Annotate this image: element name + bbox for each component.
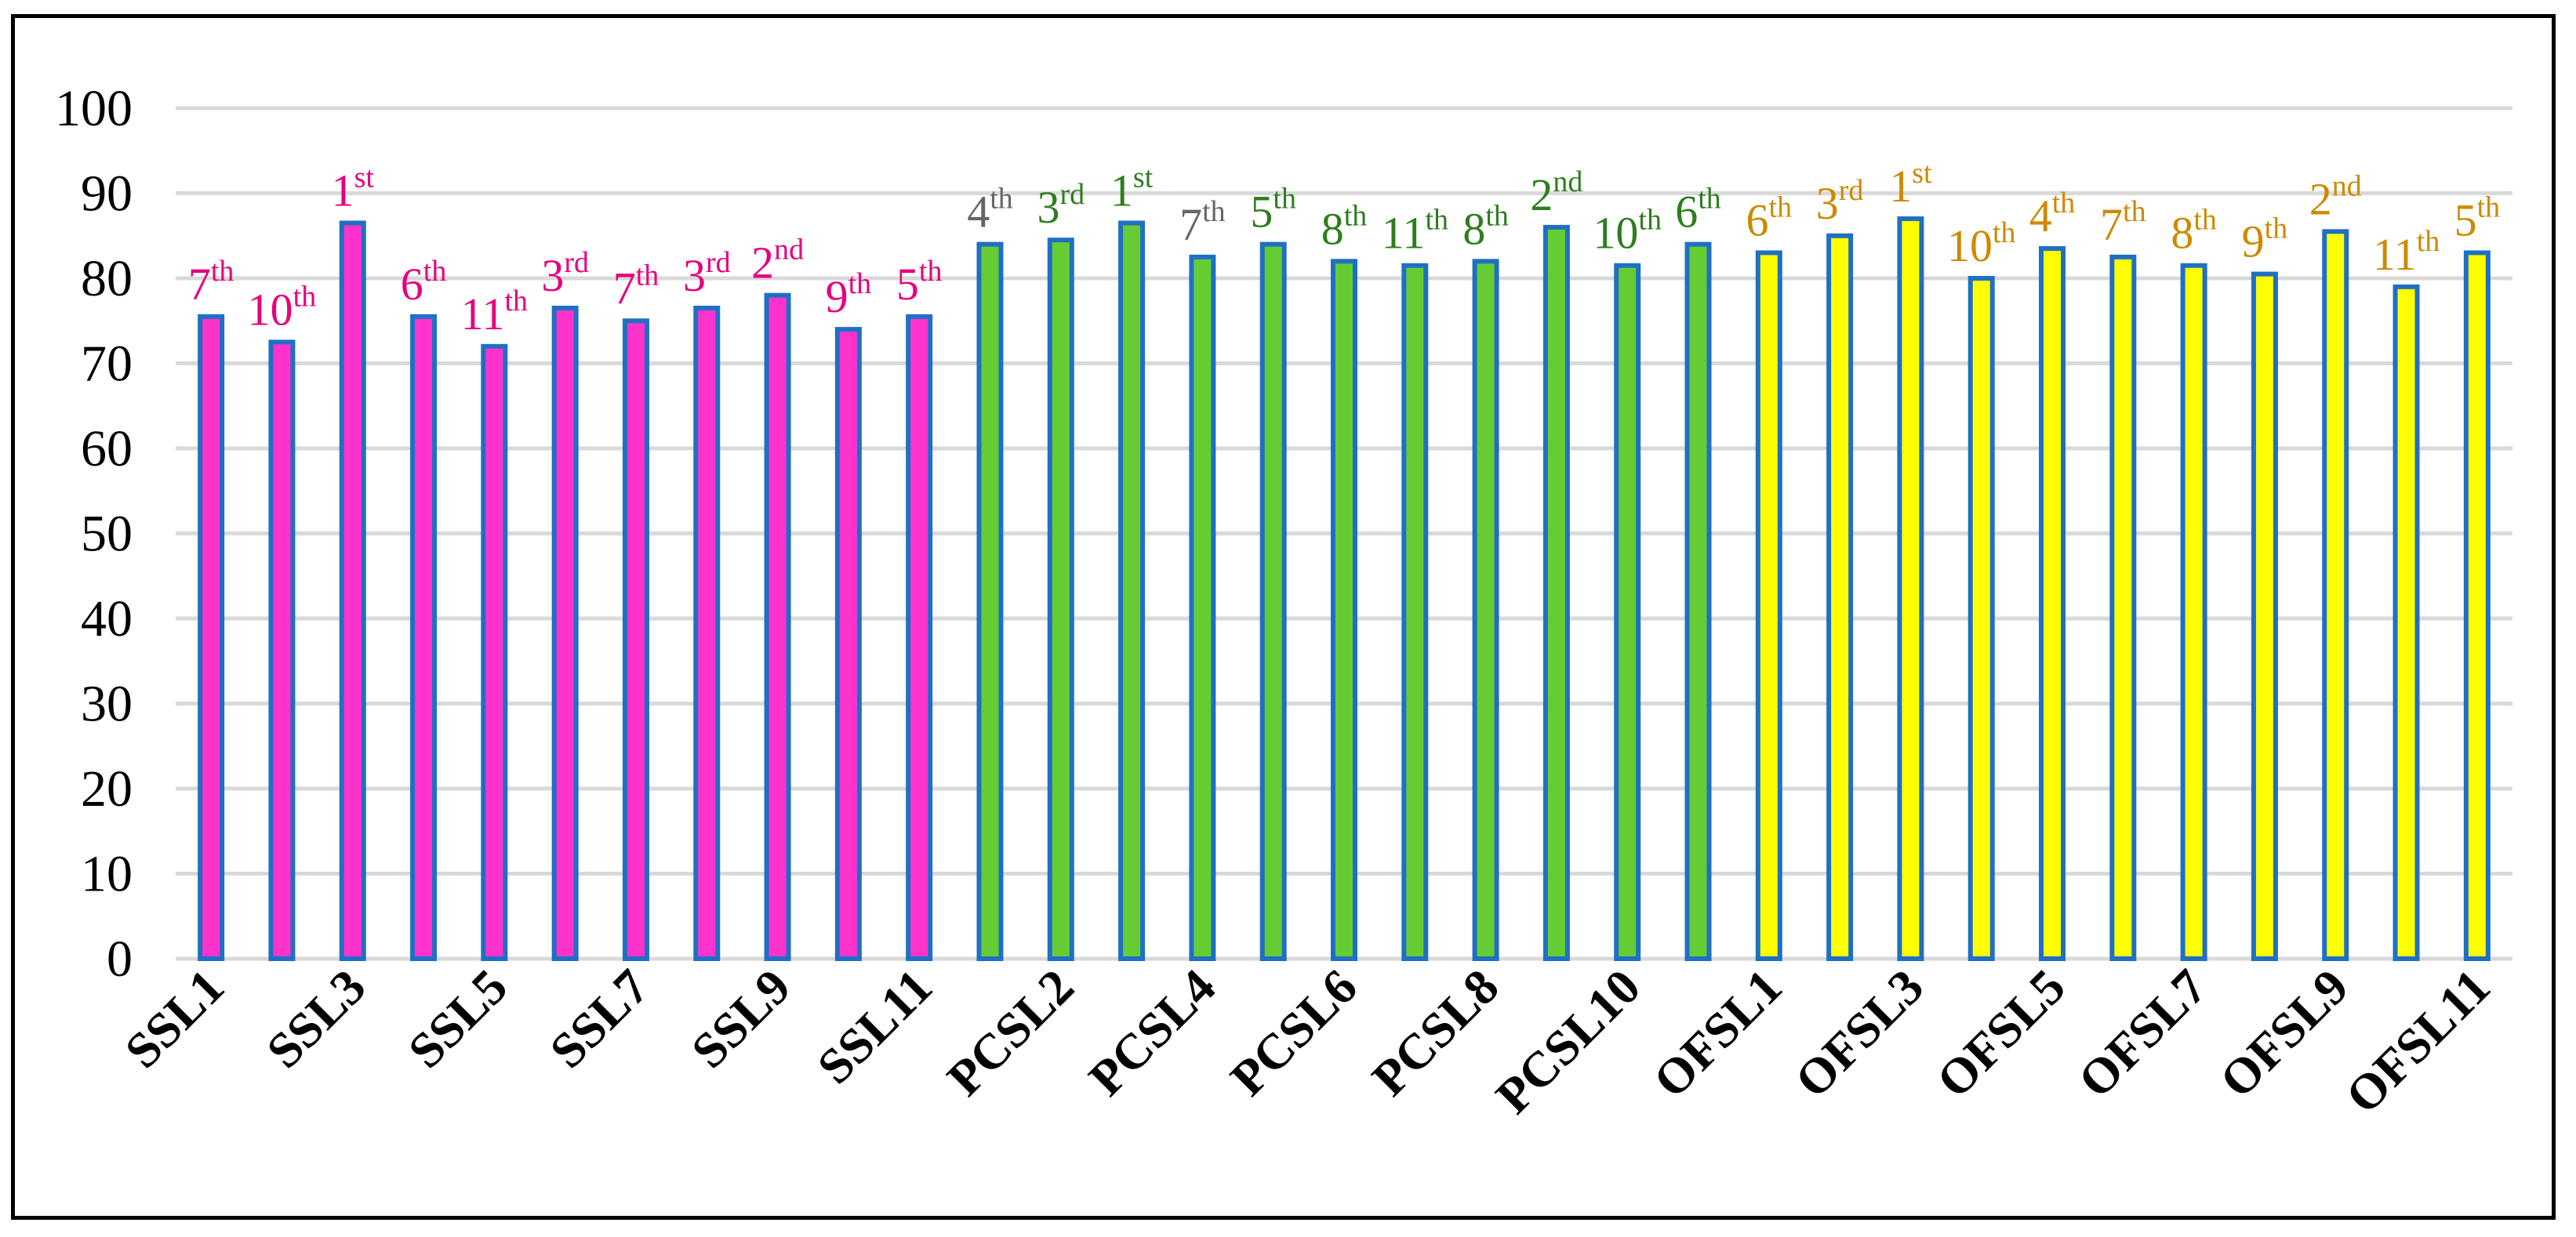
- bar-ofsl9: [2322, 229, 2349, 961]
- x-tick-label: PCSL2: [936, 959, 1085, 1107]
- bar-pcsl1: [976, 241, 1004, 962]
- bars: [198, 216, 2491, 962]
- rank-label-ofsl8: 9th: [2242, 212, 2288, 267]
- bar-chart: 0 10 20 30 40 50 60 70 80 90 100 7th 10th 1st 6th 11th…: [55, 80, 2512, 1124]
- bar-pcsl10: [1614, 263, 1641, 962]
- y-tick-label: 60: [81, 420, 133, 477]
- rank-label-ofsl5: 4th: [2029, 187, 2076, 241]
- bar-ssl3: [339, 220, 366, 962]
- rank-label-pcsl9: 2nd: [1530, 165, 1582, 220]
- bar-ssl5: [481, 343, 508, 961]
- bar-pcsl2: [1047, 238, 1074, 961]
- x-tick-label: OFSL5: [1926, 959, 2076, 1108]
- bar-ofsl11: [2463, 250, 2491, 961]
- bar-ssl7: [622, 318, 649, 961]
- x-tick-label: OFSL7: [2068, 959, 2218, 1108]
- rank-label-pcsl3: 1st: [1110, 161, 1154, 216]
- bar-ofsl5: [2039, 246, 2066, 961]
- rank-label-ofsl7: 8th: [2171, 204, 2217, 259]
- y-tick-label: 80: [81, 250, 133, 307]
- rank-label-ofsl9: 2nd: [2309, 169, 2362, 224]
- bar-ssl1: [198, 314, 225, 961]
- y-tick-label: 0: [107, 930, 133, 988]
- bar-ofsl6: [2109, 254, 2137, 961]
- bar-pcsl6: [1331, 259, 1357, 961]
- rank-label-ssl7: 7th: [613, 259, 659, 314]
- rank-label-ofsl2: 3rd: [1816, 174, 1864, 229]
- y-tick-label: 100: [55, 80, 133, 137]
- rank-label-pcsl8: 8th: [1462, 199, 1509, 254]
- bar-ofsl4: [1967, 276, 1995, 961]
- bar-ofsl8: [2251, 271, 2278, 961]
- bar-ssl6: [551, 305, 579, 962]
- rank-label-ofsl11: 5th: [2454, 190, 2501, 245]
- bar-pcsl3: [1118, 220, 1146, 962]
- rank-label-pcsl1: 4th: [967, 183, 1013, 238]
- bar-ssl9: [764, 292, 791, 961]
- bar-pcsl8: [1472, 259, 1499, 961]
- rank-label-ssl9: 2nd: [751, 234, 804, 288]
- x-tick-label: PCSL4: [1078, 959, 1226, 1107]
- bar-ssl4: [410, 314, 438, 961]
- rank-label-ofsl3: 1st: [1889, 157, 1932, 212]
- bar-ssl8: [693, 305, 721, 962]
- y-tick-label: 50: [81, 506, 133, 563]
- bar-pcsl7: [1401, 263, 1429, 962]
- y-axis-tick-labels: 0 10 20 30 40 50 60 70 80 90 100: [55, 80, 133, 988]
- y-tick-label: 40: [81, 590, 133, 648]
- x-tick-label: SSL3: [256, 959, 376, 1079]
- y-tick-label: 70: [81, 336, 133, 393]
- x-tick-label: OFSL3: [1784, 959, 1934, 1108]
- bar-ssl11: [906, 314, 933, 961]
- x-tick-label: OFSL11: [2335, 959, 2501, 1124]
- bar-ofsl2: [1826, 233, 1854, 961]
- rank-label-ssl2: 10th: [248, 280, 317, 335]
- bar-pcsl5: [1259, 241, 1287, 962]
- y-tick-label: 20: [81, 760, 133, 818]
- x-tick-label: SSL5: [398, 959, 518, 1079]
- rank-label-ssl5: 11th: [461, 285, 528, 339]
- rank-label-pcsl4: 7th: [1179, 195, 1226, 250]
- rank-label-ofsl10: 11th: [2373, 225, 2440, 280]
- rank-label-ssl4: 6th: [401, 255, 447, 310]
- rank-label-pcsl5: 5th: [1250, 183, 1296, 238]
- bar-pcsl11: [1684, 241, 1712, 962]
- rank-label-pcsl2: 3rd: [1037, 178, 1085, 233]
- bar-ofsl10: [2393, 284, 2420, 962]
- bar-ofsl1: [1755, 250, 1782, 961]
- x-tick-label: OFSL1: [1643, 959, 1793, 1108]
- rank-label-pcsl11: 6th: [1675, 183, 1721, 238]
- y-tick-label: 90: [81, 165, 133, 223]
- x-tick-label: PCSL10: [1485, 959, 1651, 1124]
- rank-label-ssl8: 3rd: [683, 246, 731, 301]
- rank-labels: 7th 10th 1st 6th 11th 3rd 7th 3rd 2nd 9th 5th 4th 3r…: [188, 157, 2500, 339]
- x-tick-label: SSL9: [681, 959, 801, 1079]
- rank-label-ofsl1: 6th: [1746, 190, 1793, 245]
- x-tick-label: SSL11: [807, 959, 943, 1094]
- bar-ssl2: [268, 339, 296, 961]
- bar-ofsl7: [2180, 263, 2207, 962]
- rank-label-ssl10: 9th: [826, 267, 872, 322]
- rank-label-ssl3: 1st: [332, 161, 375, 216]
- rank-label-ofsl6: 7th: [2100, 195, 2146, 250]
- bar-ssl10: [834, 327, 862, 962]
- x-tick-label: SSL7: [540, 959, 659, 1079]
- rank-label-pcsl10: 10th: [1593, 204, 1662, 259]
- rank-label-ssl6: 3rd: [541, 246, 589, 301]
- rank-label-ofsl4: 10th: [1947, 216, 2016, 271]
- rank-label-pcsl6: 8th: [1321, 199, 1368, 254]
- bar-ofsl3: [1897, 216, 1924, 961]
- y-tick-label: 10: [81, 846, 133, 903]
- rank-label-pcsl7: 11th: [1382, 204, 1448, 259]
- rank-label-ssl11: 5th: [896, 255, 943, 310]
- rank-label-ssl1: 7th: [188, 255, 234, 310]
- bar-pcsl4: [1189, 254, 1216, 961]
- x-axis-category-labels: SSL1 SSL3 SSL5 SSL7 SSL9 SSL11PCSL2PCSL4PCSL6…: [114, 959, 2501, 1124]
- chart-frame: 0 10 20 30 40 50 60 70 80 90 100 7th 10th 1st 6th 11th…: [11, 14, 2556, 1220]
- x-tick-label: PCSL6: [1219, 959, 1368, 1107]
- bar-pcsl9: [1542, 224, 1570, 961]
- y-tick-label: 30: [81, 676, 133, 733]
